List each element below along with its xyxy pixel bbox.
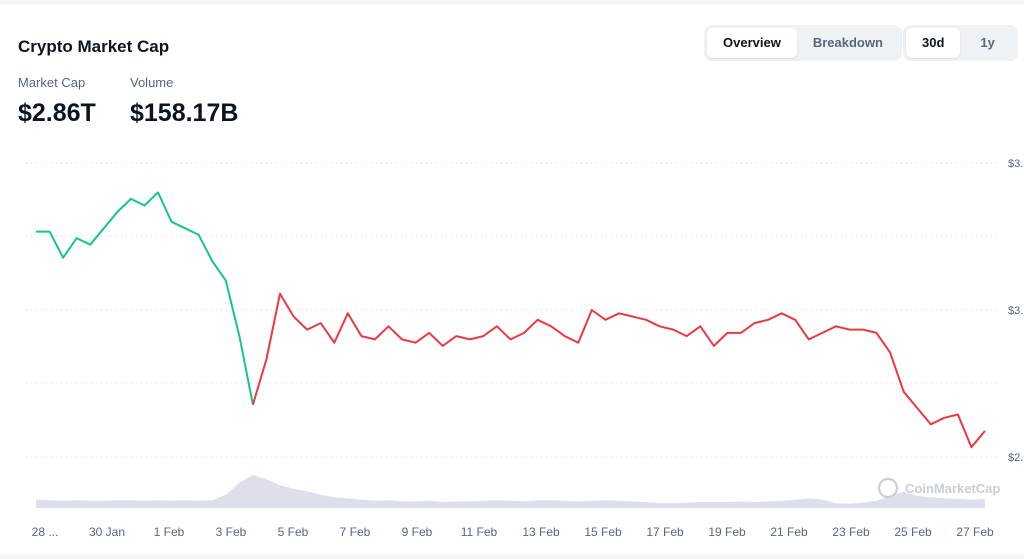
x-tick-label: 15 Feb — [584, 525, 622, 539]
price-line-group — [36, 191, 986, 449]
x-tick-label: 1 Feb — [154, 525, 185, 539]
x-tick-label: 3 Feb — [216, 525, 247, 539]
volume-label: Volume — [130, 75, 174, 90]
y-tick-label: $3. — [1008, 305, 1023, 317]
market-cap-value: $2.86T — [18, 99, 96, 127]
price-line-up — [36, 191, 254, 405]
volume-value: $158.17B — [130, 99, 239, 127]
x-tick-label: 19 Feb — [708, 525, 746, 539]
volume-area — [36, 475, 985, 508]
x-tick-label: 28 ... — [32, 525, 59, 539]
market-cap-label: Market Cap — [18, 75, 86, 90]
x-tick-label: 30 Jan — [89, 525, 125, 539]
range-1y[interactable]: 1y — [980, 35, 995, 50]
x-tick-label: 11 Feb — [461, 525, 498, 539]
x-tick-label: 23 Feb — [832, 525, 870, 539]
x-tick-label: 25 Feb — [894, 525, 932, 539]
tab-overview[interactable]: Overview — [707, 28, 797, 58]
x-tick-label: 21 Feb — [770, 525, 808, 539]
y-tick-label: $3. — [1008, 158, 1023, 170]
market-cap-card: Crypto Market Cap Overview Breakdown 30d… — [0, 5, 1024, 554]
watermark: CoinMarketCap — [878, 478, 1000, 498]
range-toggle: 30d 1y — [903, 25, 1018, 61]
x-tick-label: 17 Feb — [646, 525, 684, 539]
price-line-down — [251, 292, 986, 449]
volume-area-group — [36, 475, 985, 508]
y-axis: $3. $3. $2. — [1008, 158, 1023, 464]
tab-breakdown[interactable]: Breakdown — [812, 35, 883, 50]
x-tick-label: 7 Feb — [340, 525, 371, 539]
view-toggle: Overview Breakdown — [704, 25, 902, 61]
grid-lines — [26, 162, 1000, 458]
x-tick-label: 13 Feb — [522, 525, 560, 539]
watermark-logo-icon — [878, 478, 898, 498]
x-tick-label: 27 Feb — [956, 525, 994, 539]
range-30d[interactable]: 30d — [906, 28, 961, 58]
x-axis: 28 ... 30 Jan 1 Feb 3 Feb 5 Feb 7 Feb 9 Feb 11 … — [32, 525, 994, 539]
market-cap-chart[interactable]: CoinMarketCap $3. $3. $2. 28 ... 30 Jan 1 Fe… — [0, 145, 1024, 559]
x-tick-label: 9 Feb — [402, 525, 433, 539]
x-tick-label: 5 Feb — [278, 525, 309, 539]
page-title: Crypto Market Cap — [18, 37, 170, 56]
watermark-text: CoinMarketCap — [905, 481, 1000, 496]
y-tick-label: $2. — [1008, 452, 1023, 464]
